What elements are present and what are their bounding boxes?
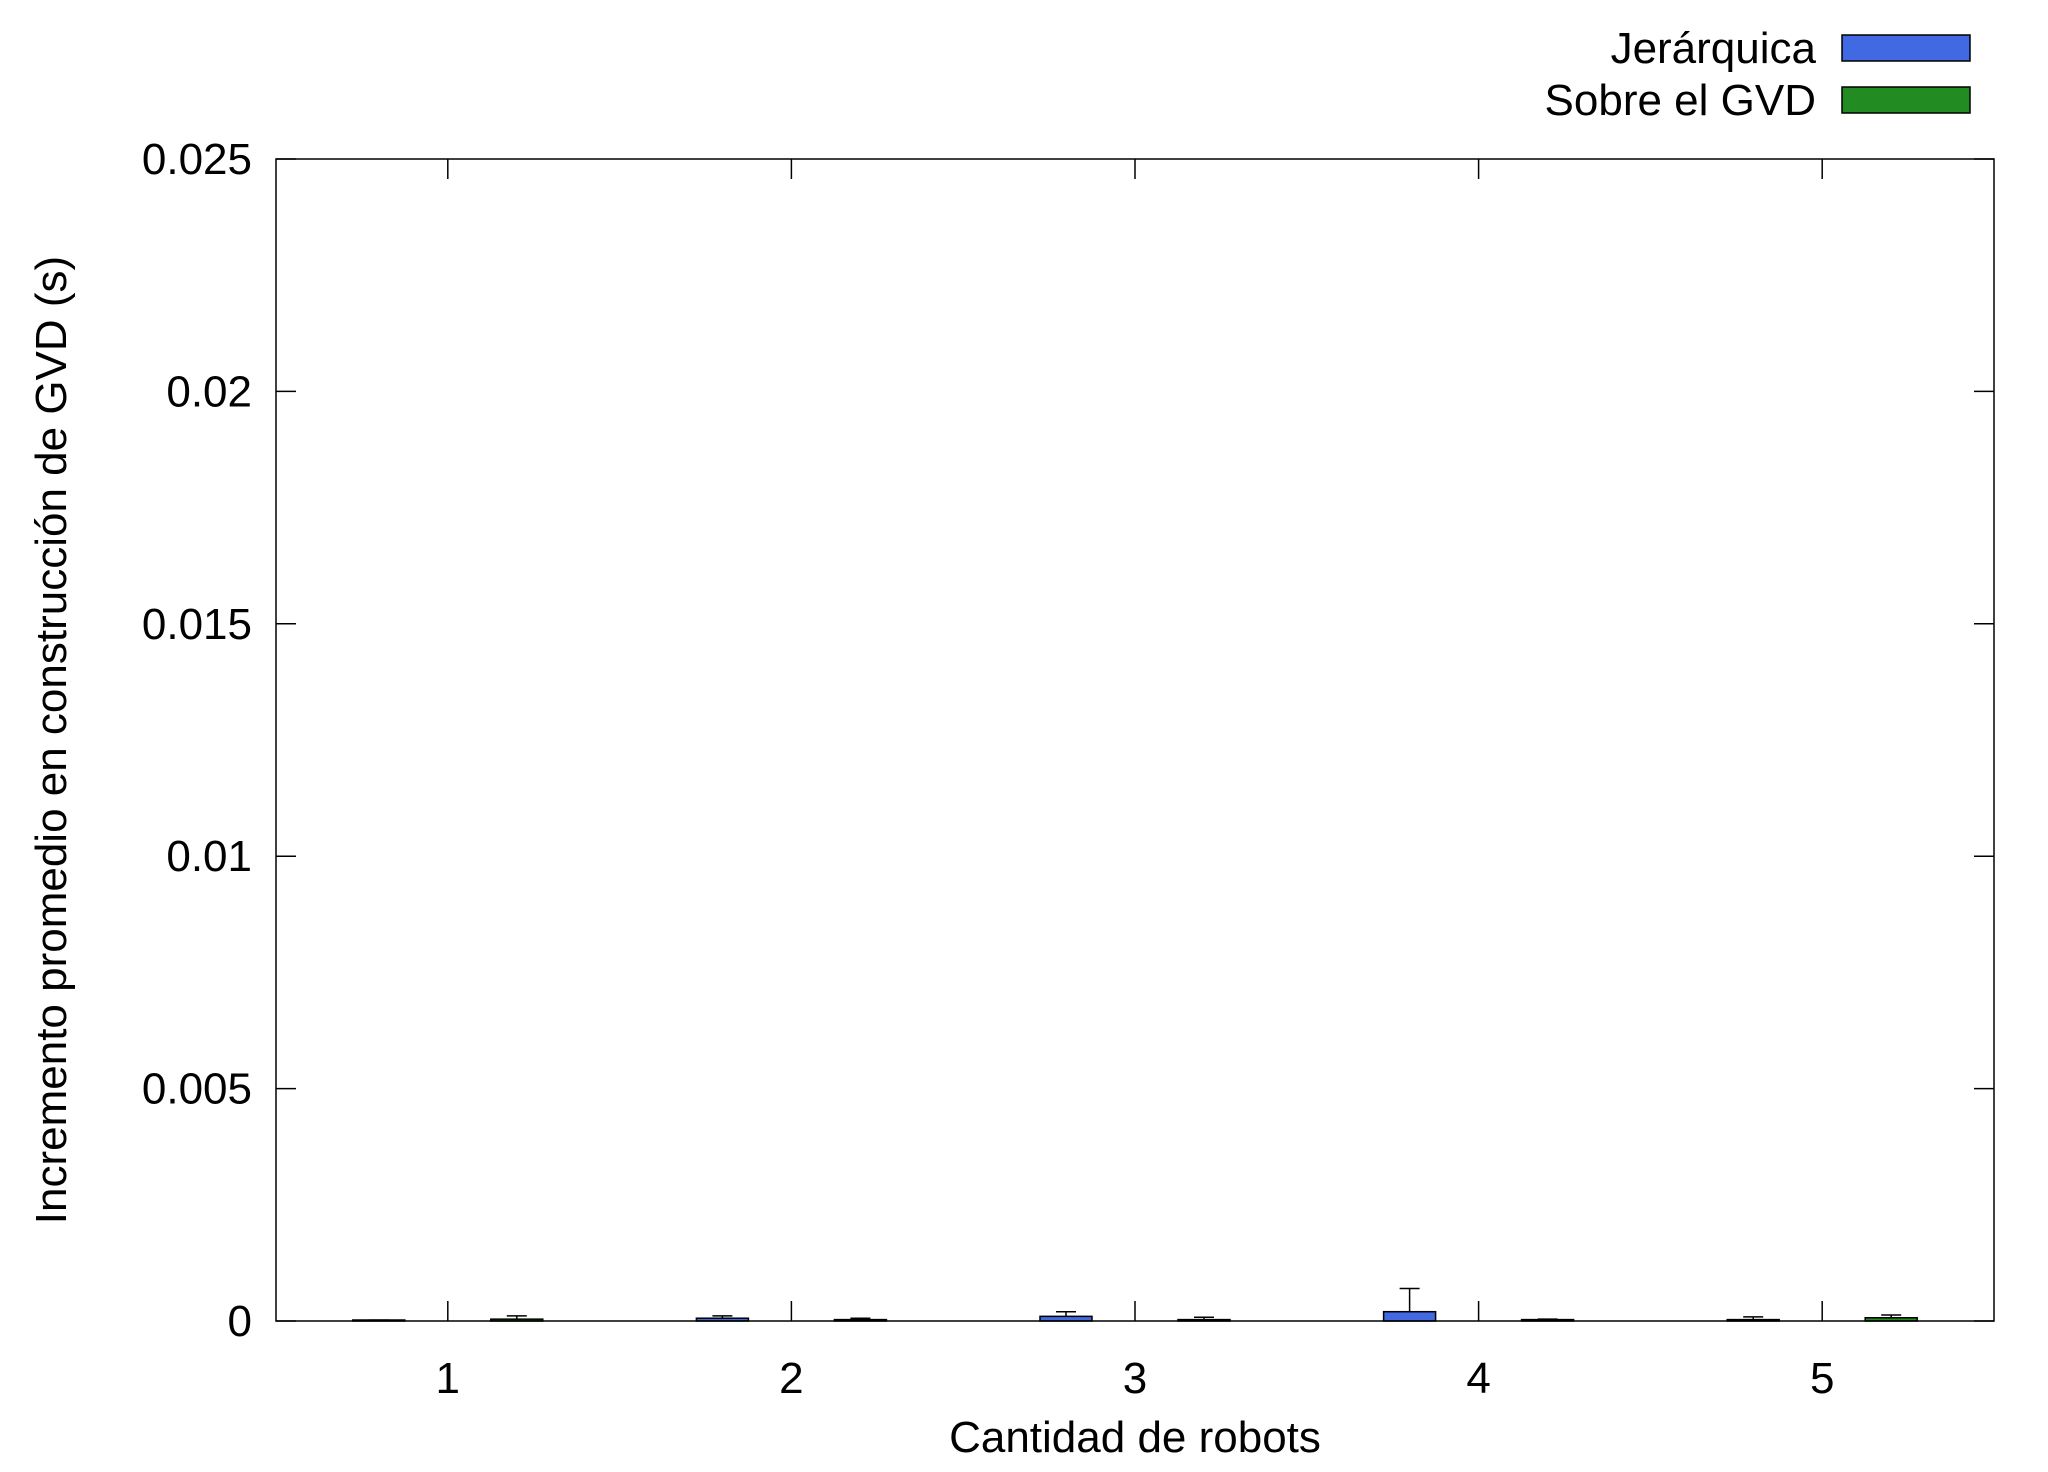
y-tick-label: 0.02 (166, 367, 252, 416)
x-tick-label: 1 (436, 1354, 460, 1403)
x-tick-label: 2 (779, 1354, 803, 1403)
y-tick-label: 0 (228, 1297, 252, 1346)
x-tick-label: 5 (1810, 1354, 1834, 1403)
bar-jerarquica (1382, 1310, 1437, 1322)
x-tick-label: 4 (1466, 1354, 1490, 1403)
y-tick-label: 0.005 (142, 1065, 252, 1114)
legend-swatch (1841, 34, 1971, 62)
y-tick-label: 0.01 (166, 832, 252, 881)
y-axis-label: Incremento promedio en construcción de G… (27, 256, 76, 1224)
legend-label: Sobre el GVD (1545, 76, 1816, 125)
y-tick-label: 0.025 (142, 135, 252, 184)
legend-swatch (1841, 86, 1971, 114)
y-tick-label: 0.015 (142, 600, 252, 649)
x-axis-ticks: 1 2 3 4 5 (436, 159, 1834, 1403)
legend-label: Jerárquica (1611, 24, 1817, 73)
x-tick-label: 3 (1123, 1354, 1147, 1403)
x-axis-label: Cantidad de robots (949, 1413, 1321, 1462)
y-axis-ticks: 0 0.005 0.01 0.015 0.02 0.025 (142, 135, 1994, 1346)
plot-frame (275, 158, 1995, 1322)
